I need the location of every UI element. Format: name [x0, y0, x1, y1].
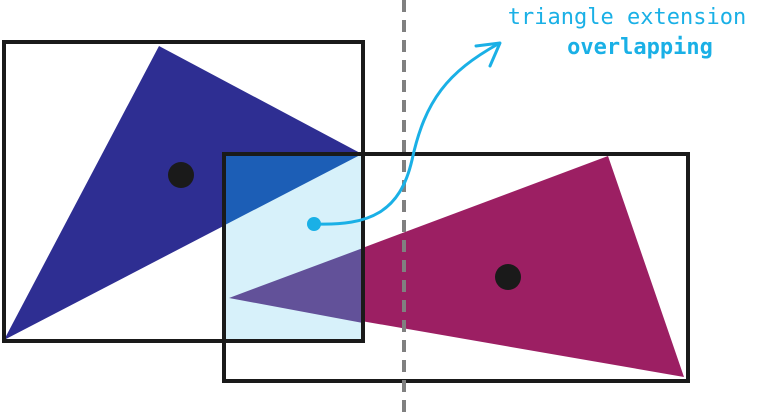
blue-triangle-overlap-part	[223, 154, 362, 226]
magenta-triangle	[229, 156, 684, 377]
annotation-arrowhead-icon	[474, 41, 502, 68]
annotation-arrow	[312, 42, 500, 226]
blue-triangle-bounding-box	[2, 40, 365, 343]
annotation-title-line1: triangle extension	[508, 5, 746, 30]
blue-triangle-centroid-dot	[168, 162, 194, 188]
magenta-triangle-centroid-dot	[495, 264, 521, 290]
blue-triangle	[4, 46, 362, 340]
magenta-triangle-bounding-box	[222, 152, 690, 383]
magenta-triangle-overlap-part	[229, 248, 363, 323]
annotation-title-line2: overlapping	[567, 35, 713, 60]
